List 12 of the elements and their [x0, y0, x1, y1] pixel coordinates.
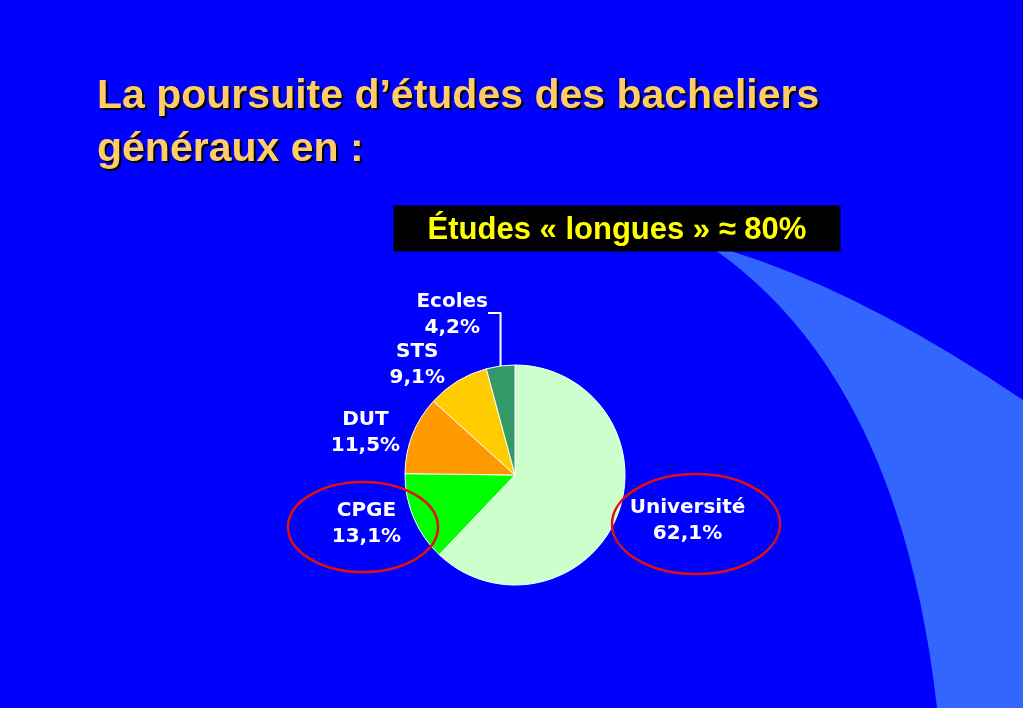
data-label: 13,1%	[331, 522, 402, 547]
slice-label: STS	[396, 338, 439, 363]
text: Études « longues » ≈ 80%	[427, 211, 807, 246]
data-label: 9,1%	[389, 364, 446, 389]
slice-label: Université	[629, 494, 746, 519]
chart-title: La poursuite d’études des bacheliers généraux en :	[97, 71, 820, 171]
data-label: 62,1%	[652, 520, 723, 545]
slice-label: DUT	[342, 406, 389, 431]
slice-label: CPGE	[336, 496, 397, 521]
data-label: 11,5%	[330, 432, 401, 457]
slice-label: Ecoles	[416, 288, 489, 313]
data-label: 4,2%	[424, 314, 480, 339]
